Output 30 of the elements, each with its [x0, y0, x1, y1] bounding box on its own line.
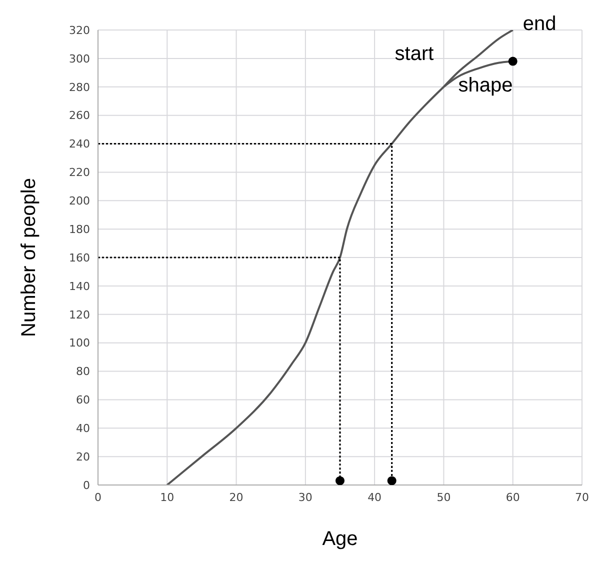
y-tick-label: 300 — [69, 52, 90, 66]
y-tick-label: 160 — [69, 251, 90, 264]
y-tick-label: 220 — [69, 166, 90, 180]
x-tick-label: 10 — [160, 490, 174, 504]
y-tick-label: 120 — [69, 308, 90, 322]
annotation: end — [522, 13, 556, 35]
y-tick-label: 80 — [76, 365, 90, 378]
x-tick-label: 50 — [436, 490, 451, 504]
x-tick-label: 0 — [94, 490, 102, 504]
y-tick-label: 260 — [69, 109, 90, 122]
y-tick-label: 40 — [76, 422, 90, 436]
x-tick-label: 40 — [368, 490, 382, 504]
y-tick-label: 240 — [69, 138, 90, 151]
y-tick-label: 20 — [76, 450, 90, 464]
x-tick-label: 70 — [575, 490, 589, 504]
y-tick-label: 0 — [83, 478, 90, 492]
y-axis-title: Number of people — [18, 178, 40, 337]
y-tick-label: 180 — [69, 222, 90, 236]
y-tick-label: 100 — [69, 336, 90, 350]
x-tick-label: 30 — [298, 490, 312, 504]
y-tick-label: 60 — [76, 394, 90, 407]
annotation: start — [394, 43, 434, 66]
x-tick-label: 60 — [506, 490, 520, 504]
x-axis-title: Age — [322, 528, 358, 550]
y-tick-label: 200 — [69, 194, 90, 208]
y-tick-label: 280 — [69, 80, 90, 94]
y-tick-label: 140 — [69, 280, 90, 293]
annotation: shape — [458, 74, 513, 97]
y-tick-label: 320 — [69, 24, 90, 37]
x-tick-label: 20 — [229, 490, 244, 504]
